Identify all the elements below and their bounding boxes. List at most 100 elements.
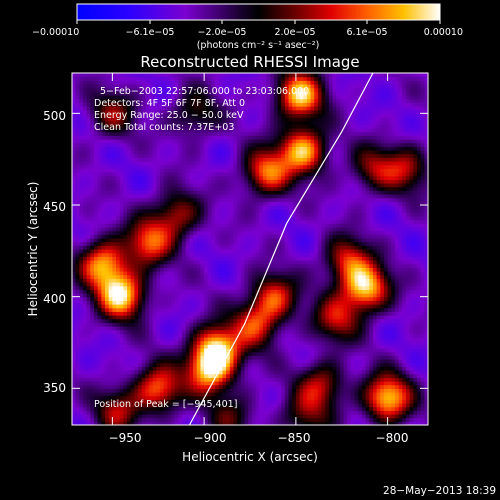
heatmap-cell — [237, 282, 242, 287]
heatmap-cell — [138, 311, 143, 316]
heatmap-cell — [211, 80, 216, 85]
heatmap-cell — [156, 157, 161, 162]
heatmap-cell — [145, 421, 150, 425]
heatmap-cell — [105, 315, 110, 320]
heatmap-cell — [211, 84, 216, 89]
heatmap-cell — [207, 388, 213, 393]
heatmap-cell — [182, 304, 187, 309]
heatmap-cell — [248, 76, 253, 81]
heatmap-cell — [189, 102, 194, 107]
heatmap-cell — [167, 337, 172, 342]
heatmap-cell — [196, 300, 202, 305]
heatmap-cell — [160, 271, 165, 276]
heatmap-cell — [86, 113, 91, 118]
heatmap-cell — [86, 146, 91, 151]
heatmap-cell — [189, 106, 194, 111]
heatmap-cell — [141, 142, 147, 147]
heatmap-cell — [75, 373, 80, 378]
heatmap-cell — [138, 278, 143, 283]
heatmap-cell — [83, 73, 88, 78]
heatmap-cell — [251, 326, 257, 331]
heatmap-cell — [204, 322, 209, 327]
heatmap-cell — [127, 351, 132, 356]
heatmap-cell — [218, 289, 224, 294]
heatmap-cell — [182, 340, 187, 345]
heatmap-cell — [211, 293, 216, 298]
heatmap-cell — [244, 307, 249, 312]
heatmap-cell — [215, 164, 220, 169]
heatmap-cell — [240, 315, 246, 320]
heatmap-cell — [178, 216, 183, 221]
heatmap-cell — [134, 318, 139, 323]
heatmap-cell — [196, 216, 202, 221]
heatmap-cell — [244, 102, 249, 107]
heatmap-cell — [259, 344, 264, 349]
heatmap-cell — [75, 87, 80, 92]
heatmap-cell — [130, 117, 135, 122]
heatmap-cell — [149, 260, 154, 265]
heatmap-cell — [226, 388, 231, 393]
heatmap-cell — [222, 278, 227, 283]
heatmap-cell — [233, 274, 238, 279]
heatmap-cell — [237, 278, 242, 283]
heatmap-cell — [138, 307, 143, 312]
heatmap-cell — [83, 146, 88, 151]
heatmap-cell — [152, 263, 158, 268]
heatmap-cell — [83, 395, 88, 400]
heatmap-cell — [182, 370, 187, 375]
heatmap-cell — [185, 414, 191, 419]
heatmap-cell — [149, 197, 154, 202]
heatmap-cell — [207, 414, 213, 419]
heatmap-cell — [182, 410, 187, 415]
heatmap-cell — [200, 340, 205, 345]
heatmap-cell — [248, 410, 253, 415]
heatmap-cell — [83, 278, 88, 283]
heatmap-cell — [79, 186, 84, 191]
heatmap-cell — [138, 223, 143, 228]
heatmap-cell — [193, 194, 198, 199]
heatmap-cell — [112, 293, 117, 298]
heatmap-cell — [105, 278, 110, 283]
heatmap-cell — [207, 106, 213, 111]
heatmap-cell — [163, 106, 169, 111]
heatmap-cell — [207, 241, 213, 246]
heatmap-cell — [171, 216, 176, 221]
heatmap-cell — [112, 135, 117, 140]
heatmap-cell — [163, 80, 169, 85]
heatmap-cell — [255, 307, 260, 312]
heatmap-cell — [130, 245, 135, 250]
heatmap-cell — [75, 161, 80, 166]
heatmap-cell — [211, 282, 216, 287]
heatmap-cell — [145, 153, 150, 158]
heatmap-cell — [156, 102, 161, 107]
heatmap-cell — [226, 238, 231, 243]
heatmap-cell — [123, 278, 128, 283]
heatmap-cell — [240, 102, 246, 107]
heatmap-cell — [215, 359, 220, 364]
heatmap-cell — [182, 373, 187, 378]
heatmap-cell — [240, 117, 246, 122]
heatmap-cell — [193, 355, 198, 360]
heatmap-cell — [167, 406, 172, 411]
heatmap-cell — [141, 190, 147, 195]
heatmap-cell — [174, 234, 180, 239]
heatmap-cell — [189, 131, 194, 136]
heatmap-cell — [149, 384, 154, 389]
heatmap-cell — [229, 219, 235, 224]
heatmap-cell — [123, 183, 128, 188]
heatmap-cell — [156, 399, 161, 404]
heatmap-cell — [174, 377, 180, 382]
heatmap-cell — [134, 282, 139, 287]
heatmap-cell — [90, 146, 95, 151]
heatmap-cell — [94, 113, 99, 118]
heatmap-cell — [97, 227, 102, 232]
heatmap-cell — [211, 366, 216, 371]
heatmap-cell — [152, 406, 158, 411]
heatmap-cell — [233, 267, 238, 272]
heatmap-cell — [134, 76, 139, 81]
heatmap-cell — [160, 146, 165, 151]
heatmap-cell — [141, 417, 147, 422]
heatmap-cell — [156, 113, 161, 118]
heatmap-cell — [178, 135, 183, 140]
heatmap-cell — [226, 340, 231, 345]
